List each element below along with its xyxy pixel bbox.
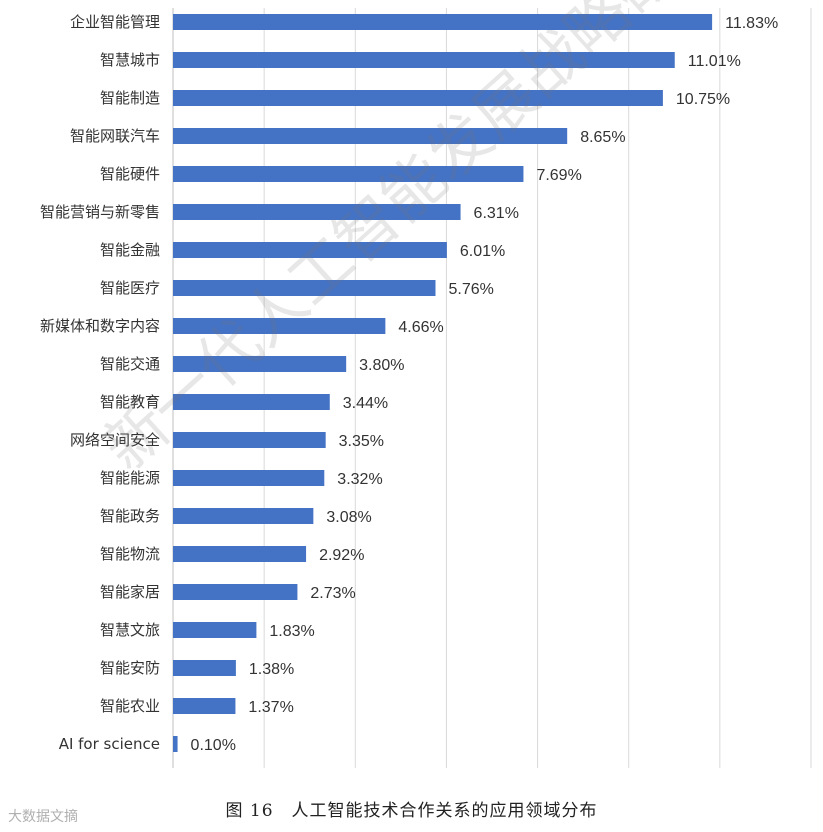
bar (173, 546, 307, 562)
category-label: 智能硬件 (100, 165, 160, 183)
bar-chart: 企业智能管理智慧城市智能制造智能网联汽车智能硬件智能营销与新零售智能金融智能医疗… (40, 8, 812, 768)
value-label: 2.73% (310, 585, 355, 602)
category-label: 智能教育 (100, 393, 160, 411)
category-label: 智能安防 (100, 659, 160, 677)
category-label: 智能政务 (100, 507, 160, 525)
value-label: 1.38% (249, 661, 294, 678)
category-label: 企业智能管理 (70, 13, 160, 31)
value-label: 5.76% (448, 281, 493, 298)
value-labels: 11.83% 11.01% 10.75% 8.65% 7.69% 6.31% 6.01% 5.… (191, 15, 779, 754)
figure-caption: 图 16 人工智能技术合作关系的应用领域分布 (225, 801, 598, 821)
category-label: 智能金融 (100, 241, 160, 259)
category-label: 智能营销与新零售 (40, 203, 160, 221)
category-label: 网络空间安全 (70, 431, 160, 449)
bar (173, 166, 524, 182)
bars (173, 14, 713, 752)
category-labels: 企业智能管理智慧城市智能制造智能网联汽车智能硬件智能营销与新零售智能金融智能医疗… (40, 13, 160, 753)
bar (173, 698, 236, 714)
category-label: 智能能源 (100, 469, 160, 487)
gridlines (263, 8, 812, 768)
value-label: 7.69% (536, 167, 581, 184)
bar (173, 394, 330, 410)
bar (173, 356, 347, 372)
bar (173, 128, 568, 144)
value-label: 10.75% (676, 91, 730, 108)
value-label: 6.01% (460, 243, 505, 260)
category-label: 智能网联汽车 (70, 127, 160, 145)
value-label: 3.08% (326, 509, 371, 526)
value-label: 1.83% (269, 623, 314, 640)
value-label: 6.31% (474, 205, 519, 222)
value-label: 0.10% (191, 737, 236, 754)
value-label: 8.65% (580, 129, 625, 146)
value-label: 11.01% (688, 53, 741, 70)
category-label: 智能家居 (100, 583, 160, 601)
category-label: 智能制造 (100, 89, 160, 107)
category-label: 智能农业 (100, 697, 160, 715)
value-label: 1.37% (248, 699, 293, 716)
bar (173, 242, 447, 258)
bar (173, 432, 326, 448)
bar (173, 280, 436, 296)
bar (173, 318, 386, 334)
bar (173, 204, 461, 220)
value-label: 11.83% (725, 15, 778, 32)
value-label: 3.35% (339, 433, 384, 450)
category-label: 智慧城市 (100, 51, 160, 69)
value-label: 3.44% (343, 395, 388, 412)
category-label: 智能交通 (100, 355, 160, 373)
category-label: AI for science (59, 735, 160, 753)
value-label: 3.32% (337, 471, 382, 488)
bar (173, 660, 236, 676)
bar (173, 90, 663, 106)
category-label: 智能医疗 (100, 279, 160, 297)
bar (173, 736, 178, 752)
bar (173, 508, 314, 524)
value-label: 4.66% (398, 319, 443, 336)
category-label: 智能物流 (100, 545, 160, 563)
bar (173, 470, 325, 486)
bar (173, 14, 713, 30)
value-label: 3.80% (359, 357, 404, 374)
bar (173, 584, 298, 600)
value-label: 2.92% (319, 547, 364, 564)
bar (173, 622, 257, 638)
category-label: 新媒体和数字内容 (40, 317, 160, 335)
source-logo: 大数据文摘 (8, 809, 78, 825)
category-label: 智慧文旅 (100, 621, 160, 639)
bar (173, 52, 675, 68)
